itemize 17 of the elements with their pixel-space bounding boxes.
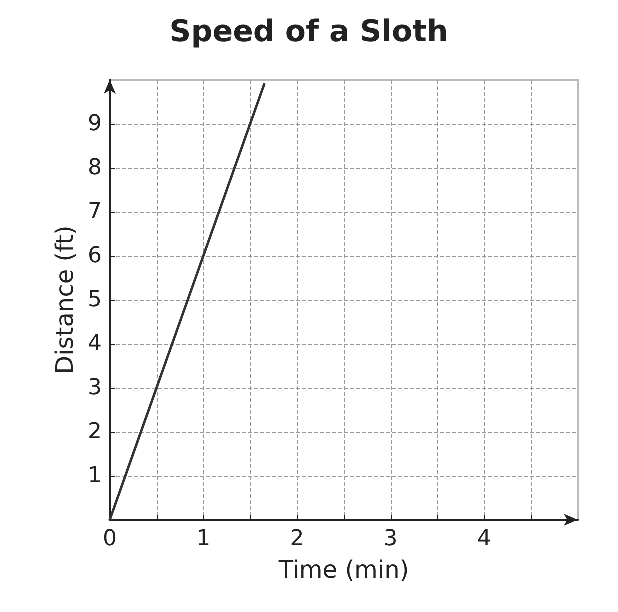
x-tick-label: 4 (477, 526, 492, 552)
y-tick-label: 6 (88, 244, 102, 268)
y-tick-label: 4 (88, 332, 102, 356)
y-tick-label: 5 (88, 288, 102, 312)
chart-title: Speed of a Sloth (170, 14, 448, 50)
x-tick-label: 1 (196, 526, 211, 552)
x-axis-title: Time (min) (278, 556, 410, 584)
y-tick-label: 3 (88, 376, 102, 400)
x-tick-label: 3 (384, 526, 398, 552)
y-tick-label: 8 (88, 156, 102, 180)
x-tick-label: 2 (290, 526, 304, 552)
y-tick-label: 1 (88, 464, 102, 488)
y-tick-label: 2 (88, 420, 102, 444)
y-tick-label: 9 (88, 112, 102, 136)
y-tick-label: 7 (88, 200, 102, 224)
y-axis-title: Distance (ft) (51, 226, 80, 374)
x-tick-label: 0 (103, 526, 117, 552)
